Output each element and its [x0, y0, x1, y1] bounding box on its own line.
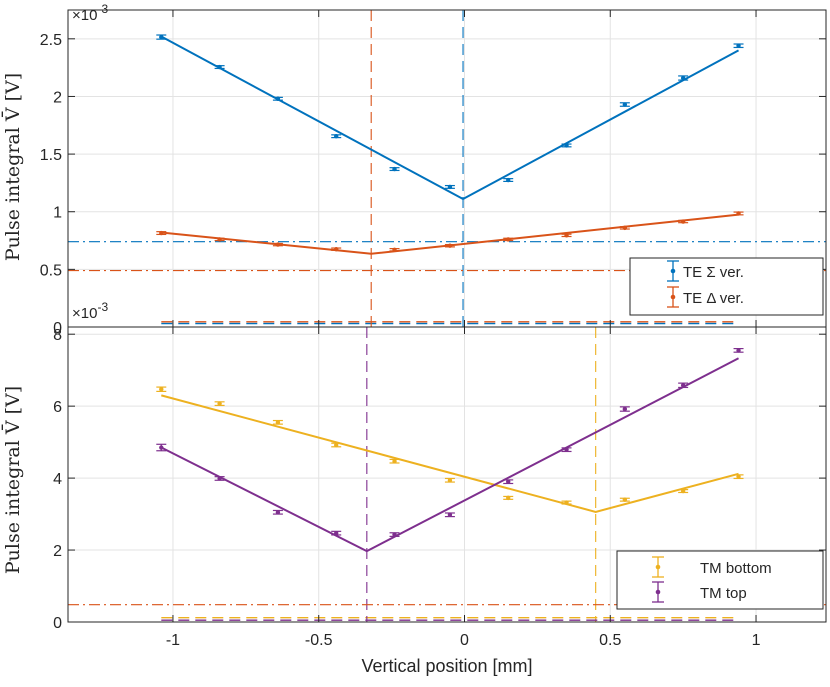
bottom-y-tick-label-1: 2	[53, 543, 62, 560]
bottom-series-1-point-4	[392, 458, 397, 464]
x-tick-label-0: -1	[166, 632, 180, 649]
top-series-2-point-6	[506, 237, 511, 242]
legend-bottom: TM bottom TM top	[616, 550, 824, 610]
legend-bottom-entry-2-label: TM top	[700, 585, 747, 602]
data-layer	[156, 34, 744, 553]
x-tick-label-2: 0	[460, 632, 469, 649]
legend-bottom-entry-2-marker	[652, 581, 664, 603]
top-series-1-point-8	[622, 102, 628, 107]
bottom-series-1-point-0	[159, 387, 164, 392]
top-series-1-point-5	[447, 184, 453, 190]
bottom-series-2-point-9	[680, 383, 686, 388]
legend-bottom-box	[616, 550, 824, 610]
top-series-2-point-8	[622, 225, 628, 231]
top-y-tick-label-4: 2	[53, 89, 62, 106]
legend-top-entry-2-marker	[667, 286, 679, 308]
legend-top-entry-1-marker	[667, 260, 679, 282]
top-series-2-fit-line	[161, 213, 739, 255]
legend-bottom-entry-1-marker	[652, 556, 664, 578]
top-y-tick-label-1: 0.5	[40, 262, 62, 279]
bottom-series-2-point-7	[564, 447, 569, 452]
top-series-1-point-9	[680, 75, 686, 81]
bottom-series-2-point-1	[217, 476, 222, 481]
bottom-series-1-point-1	[217, 401, 222, 406]
reference-lines-layer	[68, 10, 826, 622]
bottom-series-1-point-5	[447, 478, 453, 483]
bottom-y-tick-label-3: 6	[53, 399, 62, 416]
bottom-series-2-point-8	[622, 406, 628, 412]
top-series-1-point-3	[334, 134, 339, 139]
bottom-series-2-point-4	[392, 532, 397, 537]
bottom-series-1-point-6	[506, 495, 511, 501]
bottom-series-1-point-10	[736, 474, 741, 479]
top-series-2-point-10	[736, 211, 741, 216]
bottom-y-axis-label: Pulse integral V̄ [V]	[1, 386, 24, 574]
top-series-2-point-7	[564, 233, 569, 238]
legend-bottom-entry-1-label: TM bottom	[700, 560, 772, 577]
bottom-series-1-fit-line	[161, 394, 739, 513]
legend-top: TE Σ ver. TE Δ ver.	[629, 257, 824, 316]
bottom-series-2-point-2	[275, 510, 281, 515]
bottom-y-tick-label-0: 0	[53, 615, 62, 632]
top-series-1-point-1	[217, 64, 222, 70]
x-tick-label-4: 1	[752, 632, 761, 649]
top-series-1-point-10	[736, 43, 741, 48]
top-exponent-label: ×10-3	[72, 2, 108, 24]
bottom-series-1-point-8	[622, 497, 628, 502]
bottom-series-2-point-3	[334, 530, 339, 536]
legend-bottom-1-dot	[655, 564, 661, 570]
top-series-1-point-6	[506, 177, 511, 183]
top-series-1-point-0	[159, 34, 164, 40]
top-series-1-point-7	[564, 143, 569, 148]
legend-top-1-dot	[670, 268, 676, 274]
bottom-series-1-point-9	[680, 488, 686, 494]
bottom-exponent-label: ×10-3	[72, 300, 108, 322]
top-series-2-point-0	[159, 230, 164, 236]
top-series-1-fit-line	[160, 35, 740, 201]
x-axis-label: Vertical position [mm]	[361, 656, 532, 676]
legend-bottom-2-dot	[655, 589, 661, 595]
top-series-1-point-2	[275, 96, 281, 101]
bottom-series-2-point-10	[736, 348, 741, 353]
axes-layer	[67, 9, 827, 623]
legend-top-box	[629, 257, 824, 316]
legend-top-entry-2-label: TE Δ ver.	[683, 290, 744, 307]
grid-layer	[68, 10, 826, 623]
bottom-series-2-point-6	[506, 479, 511, 484]
bottom-y-tick-label-4: 8	[53, 327, 62, 344]
label-layer: 0 0.5 1 1.5 2 2.5 0 2 4 6 8 -1 -0.5 0 0.5 1	[40, 32, 761, 649]
top-series-2-point-9	[680, 219, 686, 224]
top-series-2-point-1	[217, 237, 222, 242]
bottom-series-1-point-2	[275, 420, 281, 425]
top-series-1-point-4	[392, 166, 397, 172]
top-y-tick-label-5: 2.5	[40, 32, 62, 49]
x-tick-label-3: 0.5	[599, 632, 621, 649]
bottom-series-2-fit-line	[160, 357, 739, 553]
top-y-tick-label-3: 1.5	[40, 147, 62, 164]
top-series-2-point-2	[275, 242, 281, 247]
legend-top-2-dot	[670, 294, 676, 300]
legend-top-entry-1-label: TE Σ ver.	[683, 264, 744, 281]
bottom-series-2-point-0	[159, 445, 164, 450]
bottom-series-1-point-7	[564, 500, 569, 505]
bottom-series-1-point-3	[334, 442, 339, 448]
top-y-tick-label-2: 1	[53, 205, 62, 222]
top-y-axis-label: Pulse integral V̄ [V]	[1, 73, 24, 261]
top-series-2-point-4	[392, 247, 397, 252]
top-y-tick-label-0: 0	[53, 320, 62, 337]
x-tick-label-1: -0.5	[305, 632, 333, 649]
bottom-series-2-point-5	[447, 512, 453, 517]
top-series-2-point-5	[447, 243, 453, 248]
top-series-2-point-3	[334, 246, 339, 252]
bottom-axes-box	[67, 326, 827, 623]
bottom-y-tick-label-2: 4	[53, 471, 62, 488]
